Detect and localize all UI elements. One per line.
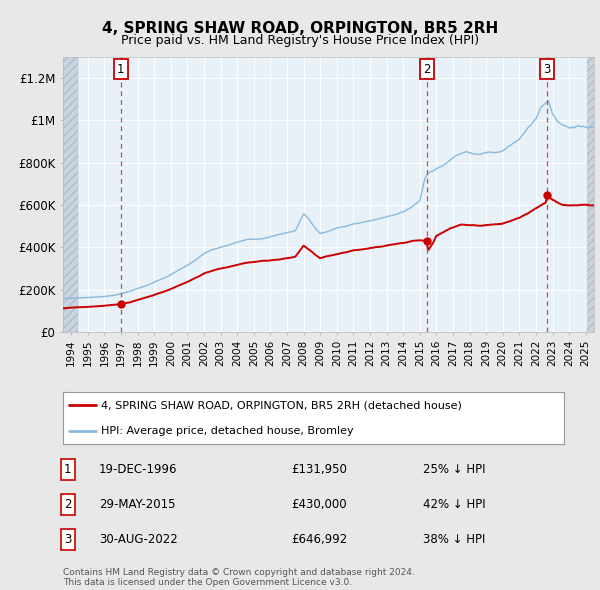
Bar (63, 57, 78, 332)
Text: 4, SPRING SHAW ROAD, ORPINGTON, BR5 2RH (detached house): 4, SPRING SHAW ROAD, ORPINGTON, BR5 2RH … (101, 400, 461, 410)
Text: 38% ↓ HPI: 38% ↓ HPI (423, 533, 485, 546)
Bar (587, 57, 594, 332)
Text: £131,950: £131,950 (291, 463, 347, 476)
Text: 29-MAY-2015: 29-MAY-2015 (99, 498, 176, 511)
Text: 2: 2 (423, 63, 430, 76)
Text: 3: 3 (543, 63, 551, 76)
Text: Contains HM Land Registry data © Crown copyright and database right 2024.
This d: Contains HM Land Registry data © Crown c… (63, 568, 415, 587)
Text: 19-DEC-1996: 19-DEC-1996 (99, 463, 178, 476)
Text: 42% ↓ HPI: 42% ↓ HPI (423, 498, 485, 511)
Bar (587, 57, 594, 332)
Text: 4, SPRING SHAW ROAD, ORPINGTON, BR5 2RH: 4, SPRING SHAW ROAD, ORPINGTON, BR5 2RH (102, 21, 498, 35)
Text: £646,992: £646,992 (291, 533, 347, 546)
Text: HPI: Average price, detached house, Bromley: HPI: Average price, detached house, Brom… (101, 426, 353, 436)
Text: Price paid vs. HM Land Registry's House Price Index (HPI): Price paid vs. HM Land Registry's House … (121, 34, 479, 47)
Text: 1: 1 (117, 63, 124, 76)
Text: £430,000: £430,000 (291, 498, 347, 511)
Text: 2: 2 (64, 498, 71, 511)
Text: 1: 1 (64, 463, 71, 476)
Text: 3: 3 (64, 533, 71, 546)
Bar (63, 57, 78, 332)
Text: 30-AUG-2022: 30-AUG-2022 (99, 533, 178, 546)
Text: 25% ↓ HPI: 25% ↓ HPI (423, 463, 485, 476)
